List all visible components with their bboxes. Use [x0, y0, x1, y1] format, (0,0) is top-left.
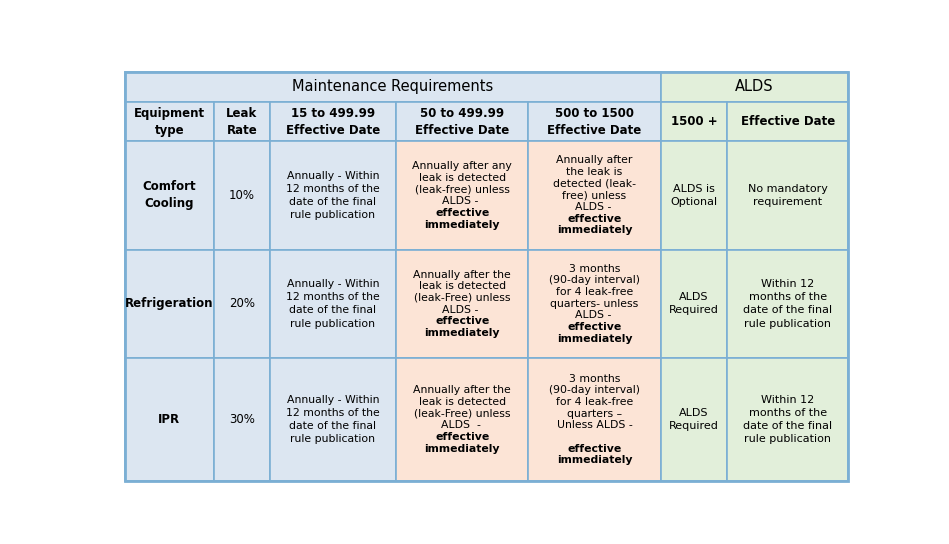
- Text: the leak is: the leak is: [567, 167, 623, 177]
- Text: effective: effective: [568, 214, 622, 224]
- Bar: [529, 358, 661, 481]
- Text: Annually after the: Annually after the: [414, 270, 512, 280]
- Bar: [270, 141, 396, 250]
- Text: 10%: 10%: [229, 189, 255, 202]
- Text: ALDS -: ALDS -: [574, 202, 614, 212]
- Bar: [396, 358, 529, 481]
- Text: Annually - Within
12 months of the
date of the final
rule publication: Annually - Within 12 months of the date …: [286, 394, 380, 444]
- Bar: [529, 250, 661, 358]
- Text: Equipment
type: Equipment type: [134, 107, 205, 137]
- Text: Annually - Within
12 months of the
date of the final
rule publication: Annually - Within 12 months of the date …: [286, 279, 380, 329]
- Text: 30%: 30%: [229, 413, 255, 426]
- Text: ALDS
Required: ALDS Required: [669, 292, 719, 316]
- Text: leak is detected: leak is detected: [419, 281, 506, 291]
- Bar: [214, 141, 270, 250]
- Bar: [661, 72, 848, 102]
- Text: ALDS -: ALDS -: [442, 305, 482, 314]
- Text: leak is detected: leak is detected: [419, 173, 506, 183]
- Text: Within 12
months of the
date of the final
rule publication: Within 12 months of the date of the fina…: [743, 279, 832, 329]
- Text: for 4 leak-free: for 4 leak-free: [556, 397, 633, 407]
- Text: (leak-Free) unless: (leak-Free) unless: [414, 293, 511, 303]
- Text: effective: effective: [568, 443, 622, 454]
- Text: 15 to 499.99
Effective Date: 15 to 499.99 Effective Date: [286, 107, 381, 137]
- Text: immediately: immediately: [557, 455, 632, 465]
- Text: Annually - Within
12 months of the
date of the final
rule publication: Annually - Within 12 months of the date …: [286, 171, 380, 220]
- Bar: [124, 102, 214, 141]
- Text: 500 to 1500
Effective Date: 500 to 1500 Effective Date: [548, 107, 642, 137]
- Bar: [529, 102, 661, 141]
- Bar: [661, 250, 728, 358]
- Text: effective: effective: [436, 432, 490, 442]
- Text: immediately: immediately: [424, 220, 500, 230]
- Text: ALDS is
Optional: ALDS is Optional: [670, 184, 717, 207]
- Bar: [661, 102, 728, 141]
- Text: ALDS  -: ALDS -: [440, 421, 484, 430]
- Text: immediately: immediately: [557, 225, 632, 236]
- Text: immediately: immediately: [557, 334, 632, 344]
- Bar: [124, 72, 661, 102]
- Text: IPR: IPR: [158, 413, 180, 426]
- Text: leak is detected: leak is detected: [419, 397, 506, 407]
- Text: Annually after any: Annually after any: [413, 161, 512, 171]
- Text: Maintenance Requirements: Maintenance Requirements: [292, 79, 493, 95]
- Text: detected (leak-: detected (leak-: [553, 178, 636, 189]
- Text: (90-day interval): (90-day interval): [549, 385, 640, 395]
- Text: Refrigeration: Refrigeration: [125, 298, 214, 310]
- Text: (leak-Free) unless: (leak-Free) unless: [414, 409, 511, 418]
- Text: (90-day interval): (90-day interval): [549, 275, 640, 286]
- Bar: [728, 141, 848, 250]
- Bar: [270, 102, 396, 141]
- Text: Annually after the: Annually after the: [414, 385, 512, 395]
- Bar: [214, 358, 270, 481]
- Text: ALDS -: ALDS -: [574, 311, 614, 320]
- Bar: [124, 358, 214, 481]
- Text: Comfort
Cooling: Comfort Cooling: [142, 181, 196, 211]
- Bar: [270, 358, 396, 481]
- Text: 3 months: 3 months: [568, 374, 620, 384]
- Text: Effective Date: Effective Date: [741, 115, 835, 128]
- Text: immediately: immediately: [424, 328, 500, 338]
- Text: 3 months: 3 months: [568, 264, 620, 274]
- Text: Annually after: Annually after: [556, 156, 633, 165]
- Bar: [214, 102, 270, 141]
- Bar: [124, 141, 214, 250]
- Text: No mandatory
requirement: No mandatory requirement: [748, 184, 828, 207]
- Text: effective: effective: [436, 208, 490, 218]
- Text: ALDS
Required: ALDS Required: [669, 408, 719, 431]
- Bar: [661, 358, 728, 481]
- Bar: [396, 102, 529, 141]
- Bar: [728, 250, 848, 358]
- Text: ALDS -: ALDS -: [442, 196, 482, 206]
- Text: for 4 leak-free: for 4 leak-free: [556, 287, 633, 297]
- Bar: [396, 250, 529, 358]
- Text: quarters –: quarters –: [567, 409, 622, 418]
- Text: immediately: immediately: [424, 443, 500, 454]
- Text: quarters- unless: quarters- unless: [550, 299, 639, 309]
- Text: Unless ALDS -: Unless ALDS -: [557, 421, 632, 430]
- Text: ALDS: ALDS: [735, 79, 773, 95]
- Bar: [214, 250, 270, 358]
- Bar: [529, 141, 661, 250]
- Text: effective: effective: [568, 322, 622, 332]
- Bar: [124, 250, 214, 358]
- Text: effective: effective: [436, 316, 490, 326]
- Text: Leak
Rate: Leak Rate: [227, 107, 257, 137]
- Text: free) unless: free) unless: [563, 190, 626, 200]
- Text: 50 to 499.99
Effective Date: 50 to 499.99 Effective Date: [415, 107, 510, 137]
- Text: (leak-free) unless: (leak-free) unless: [415, 184, 510, 195]
- Bar: [728, 102, 848, 141]
- Bar: [728, 358, 848, 481]
- Bar: [661, 141, 728, 250]
- Text: 20%: 20%: [229, 298, 255, 310]
- Bar: [270, 250, 396, 358]
- Bar: [396, 141, 529, 250]
- Text: 1500 +: 1500 +: [671, 115, 717, 128]
- Text: Within 12
months of the
date of the final
rule publication: Within 12 months of the date of the fina…: [743, 394, 832, 444]
